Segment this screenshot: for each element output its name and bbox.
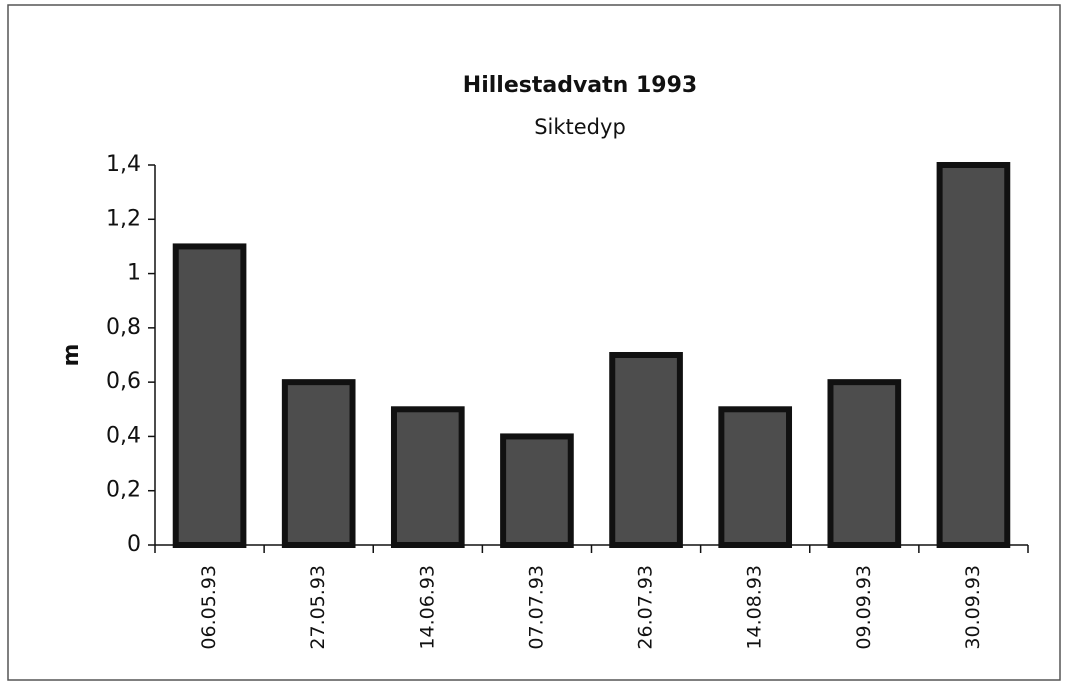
bar	[281, 379, 356, 548]
y-tick-label: 0	[127, 532, 141, 557]
x-tick-label: 07.07.93	[525, 565, 547, 650]
x-tick-label: 30.09.93	[962, 565, 984, 650]
x-tick-label: 14.08.93	[744, 565, 766, 650]
chart-subtitle: Siktedyp	[534, 115, 626, 139]
y-tick-label: 0,8	[106, 315, 141, 340]
x-tick-label: 26.07.93	[635, 565, 657, 650]
y-axis-label: m	[59, 344, 84, 367]
chart-frame	[7, 4, 1061, 681]
y-tick-label: 0,4	[106, 423, 141, 448]
bar	[718, 406, 793, 548]
bar	[500, 433, 574, 548]
x-tick-label: 14.06.93	[416, 565, 438, 650]
x-tick-label: 09.09.93	[853, 565, 875, 650]
bar	[827, 379, 902, 548]
x-tick-label: 27.05.93	[307, 565, 329, 650]
y-tick-label: 0,6	[106, 369, 141, 394]
bar	[609, 352, 683, 548]
chart-title: Hillestadvatn 1993	[463, 73, 697, 98]
bar	[936, 162, 1011, 548]
x-tick-label: 06.05.93	[198, 565, 220, 650]
y-tick-label: 1,4	[106, 152, 141, 177]
y-tick-label: 0,2	[106, 478, 141, 503]
y-tick-label: 1,2	[106, 206, 141, 231]
y-tick-label: 1	[127, 261, 141, 286]
bar	[172, 243, 247, 549]
bar	[390, 406, 465, 548]
